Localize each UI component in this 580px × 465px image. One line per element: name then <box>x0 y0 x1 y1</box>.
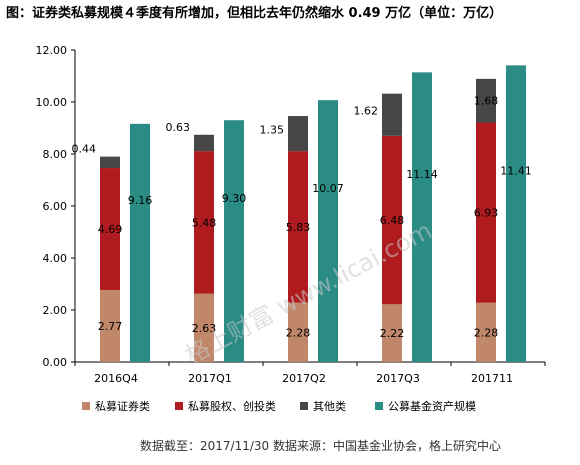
data-label-other: 0.44 <box>72 143 97 156</box>
y-tick-label: 12.00 <box>36 44 68 57</box>
data-label-fund: 11.14 <box>406 168 438 181</box>
data-label-other: 0.63 <box>166 121 191 134</box>
legend-swatch <box>375 402 383 410</box>
data-label-pe: 5.83 <box>286 221 311 234</box>
bar-other <box>194 134 214 152</box>
data-label-pe: 6.48 <box>380 214 405 227</box>
y-tick-label: 6.00 <box>43 200 68 213</box>
data-label-securities: 2.28 <box>286 326 311 339</box>
data-label-fund: 9.16 <box>128 194 153 207</box>
bar-securities <box>476 302 496 362</box>
data-label-fund: 10.07 <box>312 182 344 195</box>
y-tick-label: 0.00 <box>43 356 68 369</box>
data-label-other: 1.62 <box>354 105 379 118</box>
legend-swatch <box>300 402 308 410</box>
data-label-other: 1.68 <box>474 95 499 108</box>
bar-pe <box>476 122 496 303</box>
bar-fund <box>130 123 150 362</box>
bar-fund <box>318 100 338 363</box>
data-label-other: 1.35 <box>260 124 285 137</box>
data-label-pe: 6.93 <box>474 207 499 220</box>
bar-pe <box>194 151 214 294</box>
bar-securities <box>100 289 120 362</box>
legend-label: 私募证券类 <box>95 399 150 413</box>
legend-label: 私募股权、创投类 <box>188 399 276 413</box>
legend-swatch <box>175 402 183 410</box>
data-label-fund: 9.30 <box>222 192 247 205</box>
bar-fund <box>412 72 432 363</box>
bar-pe <box>100 168 120 290</box>
data-label-securities: 2.22 <box>380 327 405 340</box>
data-label-securities: 2.63 <box>192 322 217 335</box>
data-label-fund: 11.41 <box>500 165 532 178</box>
bar-pe <box>288 151 308 303</box>
bar-securities <box>288 302 308 362</box>
bar-securities <box>382 304 402 362</box>
y-tick-label: 2.00 <box>43 304 68 317</box>
legend-label: 其他类 <box>313 399 346 413</box>
x-tick-label: 2017Q1 <box>188 372 232 385</box>
bar-other <box>100 156 120 169</box>
y-tick-label: 8.00 <box>43 148 68 161</box>
bar-fund <box>506 65 526 362</box>
data-label-securities: 2.28 <box>474 326 499 339</box>
bar-securities <box>194 293 214 362</box>
data-label-pe: 4.69 <box>98 223 123 236</box>
legend-swatch <box>82 402 90 410</box>
y-tick-label: 10.00 <box>36 96 68 109</box>
bar-fund <box>224 120 244 362</box>
x-tick-label: 201711 <box>471 372 513 385</box>
bar-other <box>288 116 308 152</box>
legend-label: 公募基金资产规模 <box>388 399 476 413</box>
y-tick-label: 4.00 <box>43 252 68 265</box>
data-label-securities: 2.77 <box>98 320 123 333</box>
bar-other <box>476 78 496 123</box>
bar-pe <box>382 135 402 305</box>
x-tick-label: 2017Q3 <box>376 372 420 385</box>
x-tick-label: 2016Q4 <box>94 372 138 385</box>
x-tick-label: 2017Q2 <box>282 372 326 385</box>
bar-other <box>382 93 402 136</box>
chart-title: 图：证券类私募规模４季度有所增加，但相比去年仍然缩水 0.49 万亿（单位：万亿… <box>6 6 503 21</box>
source-note: 数据截至：2017/11/30 数据来源：中国基金业协会，格上研究中心 <box>140 439 501 453</box>
data-label-pe: 5.48 <box>192 216 217 229</box>
